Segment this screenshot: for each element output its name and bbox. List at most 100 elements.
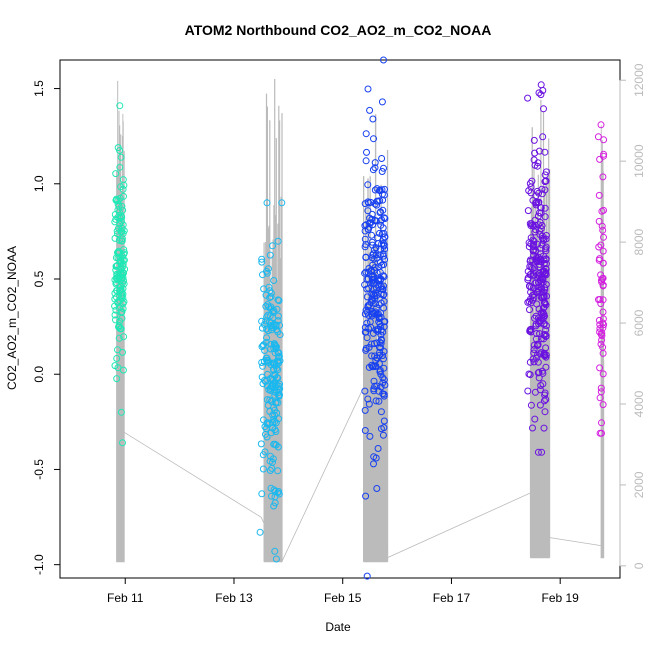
data-point: [271, 418, 279, 426]
data-point: [365, 363, 373, 371]
data-point: [598, 429, 605, 437]
data-point: [370, 290, 378, 298]
data-point: [364, 207, 372, 215]
data-point: [378, 216, 386, 224]
data-point: [361, 269, 369, 277]
data-point: [111, 218, 119, 226]
data-point: [531, 149, 539, 157]
data-point: [264, 357, 272, 365]
data-point: [525, 187, 533, 195]
data-point: [267, 322, 275, 329]
data-point: [539, 308, 547, 316]
data-point: [372, 326, 380, 334]
data-point: [361, 324, 369, 331]
data-point: [258, 258, 266, 266]
data-point: [378, 168, 386, 175]
data-point: [274, 237, 282, 245]
data-point: [532, 192, 540, 200]
data-point: [534, 162, 541, 170]
data-point: [541, 389, 549, 397]
data-point: [116, 253, 124, 261]
data-point: [599, 173, 607, 181]
data-point: [264, 265, 272, 273]
data-point: [118, 202, 126, 210]
data-point: [524, 207, 532, 215]
data-point: [531, 279, 539, 287]
data-point: [260, 416, 267, 424]
data-point: [372, 397, 380, 405]
data-point: [267, 293, 275, 301]
x-tick-label: Feb 11: [107, 591, 144, 605]
data-point: [370, 255, 378, 263]
data-point: [529, 256, 537, 264]
data-point: [528, 220, 536, 228]
data-point: [379, 352, 387, 359]
data-point: [539, 267, 547, 275]
data-point: [271, 499, 279, 507]
data-point: [272, 441, 280, 449]
data-point: [532, 320, 540, 328]
data-point: [377, 217, 385, 225]
data-point: [272, 555, 280, 563]
data-point: [528, 292, 536, 300]
data-point: [377, 339, 385, 347]
data-point: [119, 176, 127, 184]
data-point: [117, 183, 125, 191]
data-point: [536, 227, 543, 235]
data-point: [598, 222, 606, 230]
data-point: [532, 312, 540, 320]
data-point: [116, 214, 124, 222]
data-point: [371, 295, 379, 303]
data-point: [534, 340, 542, 348]
data-point: [376, 367, 384, 374]
data-point: [597, 300, 605, 308]
data-point: [369, 166, 377, 174]
data-point: [278, 199, 286, 207]
data-point: [368, 295, 376, 303]
data-point: [540, 335, 548, 343]
data-point: [378, 155, 386, 162]
altitude-connector-line: [123, 386, 602, 563]
data-point: [362, 328, 370, 336]
y2-tick-label: 4000: [632, 390, 646, 417]
data-point: [530, 237, 538, 245]
data-point: [541, 204, 549, 212]
data-point: [539, 133, 547, 141]
data-point: [256, 528, 264, 536]
data-point: [535, 198, 543, 206]
data-point: [267, 383, 275, 391]
data-point: [120, 333, 128, 341]
data-point: [380, 242, 388, 250]
data-point: [267, 305, 275, 313]
data-point: [524, 94, 532, 102]
data-point: [266, 408, 274, 415]
data-point: [374, 197, 382, 205]
data-point: [372, 356, 380, 364]
data-point: [270, 403, 278, 411]
data-point: [380, 376, 388, 384]
data-point: [525, 298, 533, 305]
y-axis-label: CO2_AO2_m_CO2_NOAA: [5, 246, 19, 390]
data-point: [269, 455, 277, 463]
data-point: [377, 425, 385, 433]
data-point: [538, 448, 546, 456]
data-point: [598, 329, 606, 337]
data-point: [534, 448, 542, 456]
data-point: [596, 255, 604, 263]
data-point: [361, 310, 369, 318]
data-point: [113, 287, 120, 295]
data-point: [265, 283, 273, 291]
y2-tick-label: 0: [632, 562, 646, 569]
data-point: [596, 296, 604, 303]
data-point: [270, 345, 278, 352]
data-point: [267, 326, 275, 334]
data-point: [361, 281, 369, 289]
data-point: [379, 431, 387, 439]
data-point: [275, 349, 283, 357]
x-tick-label: Feb 13: [215, 591, 253, 605]
data-point: [377, 408, 385, 416]
data-point: [372, 362, 380, 370]
data-point: [527, 328, 535, 336]
data-point: [381, 245, 389, 253]
altitude-series-line: [263, 79, 283, 563]
